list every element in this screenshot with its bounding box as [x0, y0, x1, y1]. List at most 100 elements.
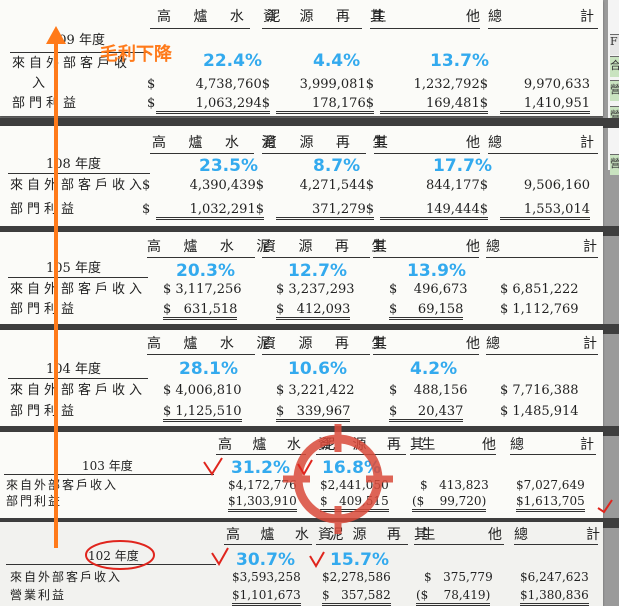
cell: 149,444$: [380, 202, 488, 220]
header-col3-a: 其: [370, 9, 384, 25]
percent-col1: 23.5%: [199, 156, 258, 176]
header-col1: 高 爐 水 泥: [157, 9, 290, 25]
divider: [0, 118, 619, 128]
cell: $7,027,649: [516, 478, 585, 492]
percent-col2: 16.8%: [322, 458, 381, 478]
cell: $ 1,125,510: [163, 404, 242, 422]
cell: 4,271,544$: [299, 178, 374, 193]
table-102: 高 爐 水 泥 資 源 再 生 其 他 總 計 102 年度 30.7% 15.…: [0, 522, 603, 606]
check-mark-icon: [211, 547, 229, 566]
cell: $ 375,779: [424, 570, 493, 584]
cell: $1,101,673: [232, 588, 301, 606]
table-109: 高 爐 水 泥 資 源 再 生 其 他 總 計 109 年度 22.4% 4.4…: [0, 0, 603, 116]
header-col4-a: 總: [486, 336, 500, 352]
crosshair-icon: [283, 424, 393, 534]
cell: $: [147, 77, 156, 92]
cell: $ 488,156: [389, 383, 468, 398]
side-cell: 合: [610, 56, 619, 77]
header-col2: 資 源 再 生: [318, 527, 444, 543]
cell: 1,232,792$: [413, 77, 488, 92]
cell: $ 3,221,422: [276, 383, 355, 398]
header-col2: 資 源 再 生: [263, 135, 396, 151]
row-label-profit: 部門利益: [10, 202, 79, 217]
header-col1: 高 爐 水 泥: [152, 135, 285, 151]
annotation-text: 毛利下降: [100, 44, 172, 65]
cell: $ 6,851,222: [500, 282, 579, 297]
row-label-profit: 部門利益: [10, 302, 79, 317]
cell: $ 20,437: [389, 404, 464, 422]
cell: 1,063,294$: [156, 96, 270, 114]
divider: [0, 226, 619, 236]
header-col4-a: 總: [488, 9, 502, 25]
percent-col3: 17.7%: [433, 156, 492, 176]
cell: $: [142, 178, 151, 193]
header-col3-a: 其: [373, 336, 387, 352]
header-col4-b: 計: [583, 336, 597, 352]
header-col4-a: 總: [514, 527, 528, 543]
cell: $ 631,518: [163, 302, 238, 320]
cell: ($ 99,720): [412, 494, 487, 512]
cell: ($ 78,419): [416, 588, 491, 606]
percent-col1: 31.2%: [231, 458, 290, 478]
header-col1: 高 爐 水 泥: [147, 239, 280, 255]
cell: 178,176$: [276, 96, 374, 114]
row-label-profit: 部門利益: [10, 404, 79, 419]
header-col4-b: 計: [580, 437, 594, 453]
cell: 1,032,291$: [156, 202, 264, 220]
cell: 9,506,160: [523, 178, 590, 193]
cell: $ 413,823: [420, 478, 489, 492]
cell: $: [142, 202, 151, 217]
header-col3-a: 其: [410, 437, 424, 453]
percent-col3: 13.9%: [407, 261, 466, 281]
percent-col2: 4.4%: [313, 51, 361, 71]
cell: 4,390,439$: [189, 178, 264, 193]
percent-col1: 22.4%: [203, 51, 262, 71]
cell: 1,553,014: [500, 202, 590, 220]
header-col3-b: 他: [466, 135, 480, 151]
cell: $1,303,910: [228, 494, 297, 512]
cell: $1,613,705: [516, 494, 585, 512]
header-col1: 高 爐 水 泥: [147, 336, 280, 352]
percent-col1: 20.3%: [176, 261, 235, 281]
check-mark-icon: [203, 457, 223, 476]
header-col3-b: 他: [466, 9, 480, 25]
cell: $ 1,485,914: [500, 404, 579, 419]
header-col4-b: 計: [580, 9, 594, 25]
year-label: 104 年度: [46, 362, 101, 377]
percent-col2: 15.7%: [330, 550, 389, 570]
year-label: 108 年度: [46, 157, 101, 172]
header-col3-b: 他: [482, 437, 496, 453]
header-col2: 資 源 再 生: [263, 9, 396, 25]
cell: $ 357,582: [322, 588, 391, 606]
table-108: 高 爐 水 泥 資 源 再 生 其 他 總 計 108 年度 23.5% 8.7…: [0, 126, 603, 226]
header-col4-b: 計: [586, 527, 600, 543]
row-label-revenue: 來自外部客戶收: [12, 56, 132, 71]
header-col3-a: 其: [374, 135, 388, 151]
row-label-revenue: 來自外部客戶收入: [10, 282, 147, 297]
header-col4-a: 總: [486, 239, 500, 255]
cell: $ 3,117,256: [163, 282, 242, 297]
header-col3-a: 其: [373, 239, 387, 255]
cell: 4,738,760$: [195, 77, 270, 92]
year-label: 102 年度: [88, 549, 139, 563]
percent-col1: 30.7%: [236, 550, 295, 570]
row-label-profit: 營業利益: [10, 588, 67, 602]
divider: [0, 324, 619, 334]
row-label-revenue: 來自外部客戶收入: [10, 383, 147, 398]
cell: $ 496,673: [389, 282, 468, 297]
header-col3-b: 他: [466, 336, 480, 352]
row-label-revenue: 來自外部客戶收入: [10, 178, 147, 193]
cell: $ 412,093: [276, 302, 351, 320]
cell: 1,410,951: [500, 96, 590, 114]
cell: $1,380,836: [520, 588, 589, 606]
percent-col3: 13.7%: [430, 51, 489, 71]
row-label-revenue-cont: 入: [32, 76, 50, 91]
row-label-revenue: 來自外部客戶收入: [10, 570, 123, 584]
cell: $ 69,158: [389, 302, 464, 320]
percent-col2: 12.7%: [288, 261, 347, 281]
cell: $ 339,967: [276, 404, 351, 422]
orange-arrow-head-icon: [46, 26, 66, 44]
side-cell: 營: [610, 80, 619, 101]
row-label-profit: 部門利益: [6, 494, 63, 508]
row-label-profit: 部門利益: [12, 96, 81, 111]
